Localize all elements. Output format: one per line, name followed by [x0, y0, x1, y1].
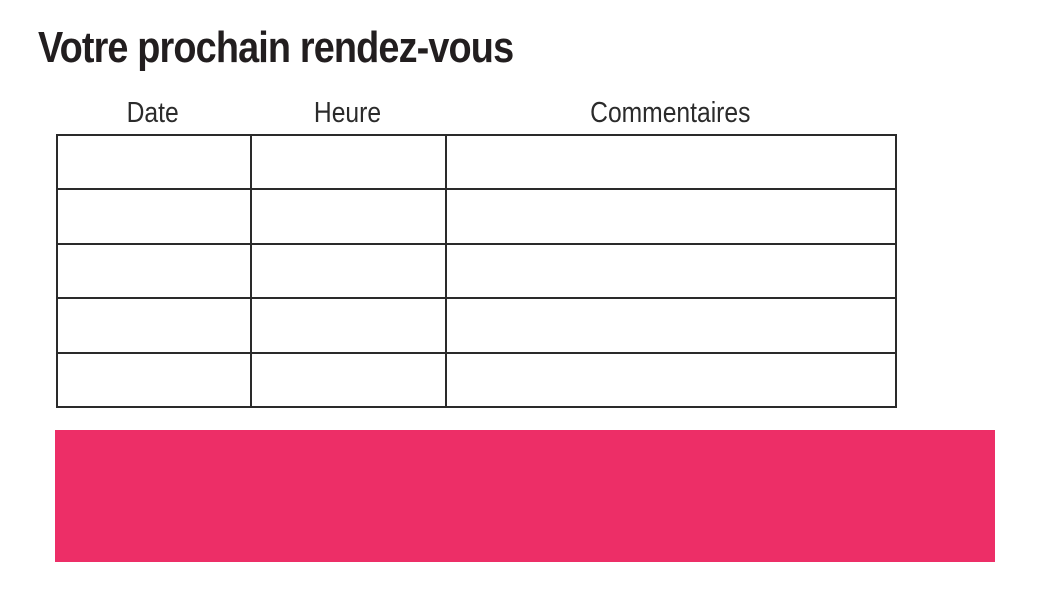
table-row — [56, 351, 897, 409]
table-cell — [445, 351, 897, 409]
column-header-date-label: Date — [126, 97, 180, 129]
table-cell — [250, 188, 447, 245]
table-cell — [250, 351, 447, 409]
table-cell — [445, 188, 897, 245]
table-cell — [56, 242, 252, 300]
column-header-commentaires-label: Commentaires — [589, 97, 751, 129]
table-row — [56, 188, 897, 245]
table-row — [56, 297, 897, 354]
table-cell — [56, 133, 252, 191]
table-cell — [56, 351, 252, 409]
table-cell — [250, 242, 447, 300]
column-header-commentaires: Commentaires — [445, 86, 895, 130]
appointments-table — [56, 133, 897, 409]
column-header-date: Date — [56, 86, 250, 130]
page-title: Votre prochain rendez-vous — [38, 23, 514, 72]
accent-banner — [55, 430, 995, 562]
table-cell — [250, 133, 447, 191]
table-row — [56, 242, 897, 300]
table-header-row: Date Heure Commentaires — [56, 86, 895, 130]
table-cell — [250, 297, 447, 354]
table-cell — [56, 297, 252, 354]
table-cell — [445, 242, 897, 300]
column-header-heure-label: Heure — [313, 97, 382, 129]
table-cell — [445, 133, 897, 191]
column-header-heure: Heure — [250, 86, 445, 130]
table-cell — [445, 297, 897, 354]
table-cell — [56, 188, 252, 245]
table-row — [56, 133, 897, 191]
appointments-table-body — [56, 133, 897, 409]
